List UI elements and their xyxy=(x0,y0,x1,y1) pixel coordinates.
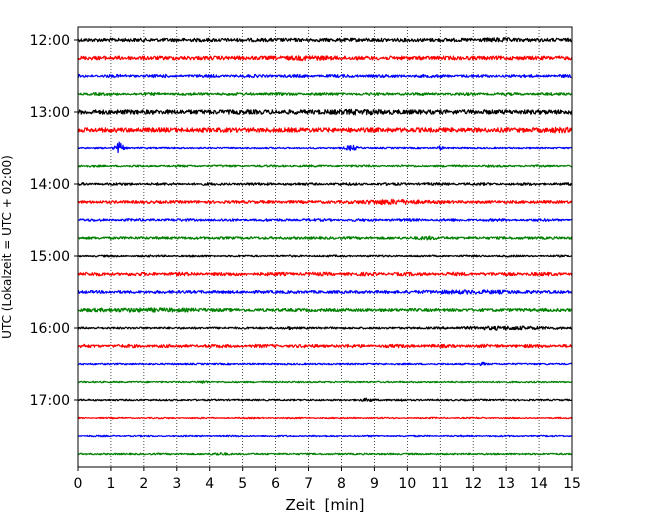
x-tick-label: 12 xyxy=(464,476,482,492)
seismogram-trace xyxy=(77,198,573,206)
x-tick-label: 10 xyxy=(398,476,416,492)
y-tick-label: 13:00 xyxy=(30,105,70,121)
y-tick-label: 14:00 xyxy=(30,177,70,193)
seismogram-trace xyxy=(77,434,573,438)
plot-background xyxy=(78,27,572,467)
x-tick-label: 6 xyxy=(271,476,280,492)
seismogram-trace xyxy=(77,91,573,97)
y-tick-label: 17:00 xyxy=(30,393,70,409)
seismogram-trace xyxy=(77,452,573,456)
seismogram-trace xyxy=(77,141,573,154)
x-tick-label: 8 xyxy=(337,476,346,492)
y-tick-label: 15:00 xyxy=(30,249,70,265)
seismogram-trace xyxy=(77,126,573,134)
y-axis-ticks: 12:00 13:00 14:00 15:00 16:00 17:00 xyxy=(30,33,78,409)
seismogram-trace xyxy=(77,325,573,331)
seismogram-trace xyxy=(77,289,573,295)
seismogram-trace xyxy=(77,343,573,349)
x-tick-label: 4 xyxy=(205,476,214,492)
seismogram-trace xyxy=(77,73,573,79)
x-axis-ticks: 0 1 2 3 4 5 6 7 8 9 10 11 12 13 14 15 xyxy=(74,467,581,492)
x-axis-label: Zeit [min] xyxy=(285,496,364,514)
y-tick-label: 16:00 xyxy=(30,321,70,337)
x-tick-label: 15 xyxy=(563,476,581,492)
x-tick-label: 13 xyxy=(497,476,515,492)
seismogram-trace xyxy=(77,361,573,367)
x-tick-label: 1 xyxy=(106,476,115,492)
x-tick-label: 2 xyxy=(139,476,148,492)
x-tick-label: 0 xyxy=(74,476,83,492)
x-tick-label: 11 xyxy=(431,476,449,492)
seismogram-trace xyxy=(77,397,573,403)
seismogram-trace xyxy=(77,164,573,168)
seismogram-trace xyxy=(77,307,573,313)
y-tick-label: 12:00 xyxy=(30,33,70,49)
plot-frame xyxy=(77,26,573,468)
x-tick-label: 9 xyxy=(370,476,379,492)
seismogram-trace xyxy=(77,416,573,420)
seismogram-trace xyxy=(77,37,573,43)
seismogram-trace xyxy=(77,380,573,384)
seismogram-trace xyxy=(77,235,573,241)
seismogram-traces xyxy=(77,37,573,456)
x-tick-label: 5 xyxy=(238,476,247,492)
seismogram-trace xyxy=(77,218,573,222)
seismogram-trace xyxy=(77,271,573,277)
seismogram-trace xyxy=(77,182,573,186)
seismogram-trace xyxy=(77,55,573,62)
grid-lines xyxy=(110,27,540,467)
seismogram-trace xyxy=(77,254,573,258)
x-tick-label: 7 xyxy=(304,476,313,492)
seismogram-trace xyxy=(77,108,573,116)
y-axis-label: UTC (Lokalzeit = UTC + 02:00) xyxy=(0,155,14,339)
x-tick-label: 14 xyxy=(530,476,548,492)
x-tick-label: 3 xyxy=(172,476,181,492)
